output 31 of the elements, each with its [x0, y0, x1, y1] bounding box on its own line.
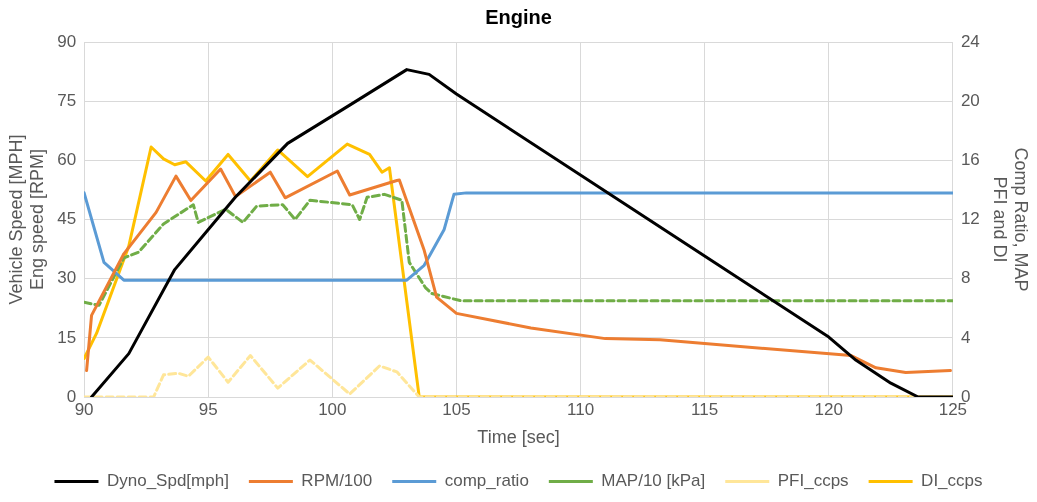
y-axis-title: Vehicle Speed [MPH] Eng speed [RPM]	[5, 134, 48, 305]
legend-label: RPM/100	[301, 471, 373, 491]
legend-label: comp_ratio	[444, 471, 529, 491]
y2-tick-label: 24	[960, 31, 980, 51]
x-tick-label: 115	[691, 399, 719, 419]
x-tick-label: 95	[198, 399, 218, 419]
x-tick-label: 90	[74, 399, 94, 419]
chart-title: Engine	[485, 5, 552, 28]
y2-axis-title: Comp Ratio, MAP PFI and DI	[989, 147, 1032, 292]
y-tick-label: 0	[66, 386, 77, 406]
legend-label: PFI_ccps	[777, 471, 849, 491]
x-tick-label: 120	[814, 399, 843, 419]
y-tick-label: 90	[57, 31, 77, 51]
x-tick-label: 100	[318, 399, 347, 419]
legend-label: DI_ccps	[921, 471, 983, 491]
y2-tick-label: 4	[960, 327, 971, 347]
y-tick-label: 60	[57, 150, 77, 170]
y2-tick-label: 16	[960, 150, 980, 170]
y2-tick-label: 12	[960, 209, 980, 229]
y2-tick-label: 8	[960, 268, 971, 288]
y2-tick-label: 20	[960, 90, 980, 110]
x-tick-label: 105	[442, 399, 471, 419]
x-axis-title: Time [sec]	[477, 427, 560, 448]
line-series	[84, 192, 953, 307]
x-tick-label: 110	[567, 399, 595, 419]
y-tick-label: 30	[57, 268, 77, 288]
legend-label: MAP/10 [kPa]	[601, 471, 706, 491]
y-tick-label: 45	[57, 209, 77, 229]
y-tick-label: 15	[57, 327, 77, 347]
legend-label: Dyno_Spd[mph]	[106, 471, 229, 491]
y-tick-label: 75	[57, 90, 77, 110]
